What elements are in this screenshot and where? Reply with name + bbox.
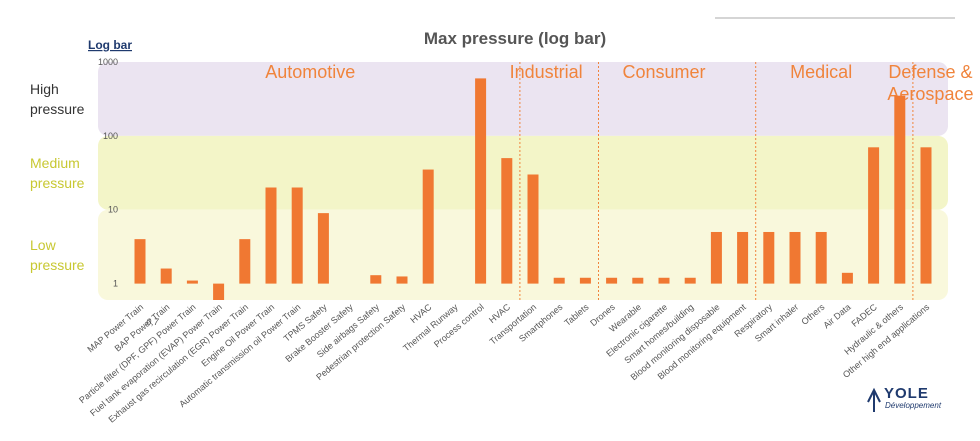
y-tick-2: 100 bbox=[103, 131, 118, 141]
y-tick-0: 1 bbox=[113, 279, 118, 289]
band-label-0-1: pressure bbox=[30, 101, 85, 117]
bar-20 bbox=[658, 277, 670, 284]
bar-19 bbox=[632, 277, 644, 284]
logo-sub: Développement bbox=[885, 401, 942, 410]
bar-7 bbox=[317, 213, 329, 284]
segment-label-0-0: Automotive bbox=[265, 62, 355, 82]
bar-25 bbox=[789, 231, 801, 284]
bar-21 bbox=[684, 277, 696, 284]
yole-logo: YOLE Développement bbox=[867, 385, 942, 412]
bar-9 bbox=[370, 275, 382, 284]
segment-label-4-0: Defense & bbox=[888, 62, 972, 82]
bar-26 bbox=[815, 231, 827, 284]
bar-1 bbox=[160, 268, 172, 284]
band-label-1-1: pressure bbox=[30, 175, 85, 191]
bar-0 bbox=[134, 239, 146, 284]
band-label-1-0: Medium bbox=[30, 155, 80, 171]
bar-4 bbox=[239, 239, 251, 284]
band-2 bbox=[98, 209, 948, 300]
bar-24 bbox=[763, 231, 775, 284]
x-tick-17: Tablets bbox=[562, 302, 591, 328]
bar-2 bbox=[186, 280, 198, 284]
band-label-0-0: High bbox=[30, 81, 59, 97]
segment-label-4-1: Aerospace bbox=[887, 84, 973, 104]
band-1 bbox=[98, 135, 948, 210]
bar-10 bbox=[396, 276, 408, 284]
bar-15 bbox=[527, 174, 539, 284]
bar-6 bbox=[291, 187, 303, 284]
unit-label: Log bar bbox=[88, 38, 132, 52]
bar-14 bbox=[501, 158, 513, 284]
segment-label-3-0: Medical bbox=[790, 62, 852, 82]
logo-name: YOLE bbox=[884, 385, 929, 402]
segment-label-2-0: Consumer bbox=[622, 62, 705, 82]
chart-title: Max pressure (log bar) bbox=[424, 29, 606, 48]
band-label-2-1: pressure bbox=[30, 257, 85, 273]
bar-11 bbox=[422, 169, 434, 284]
bar-3 bbox=[213, 283, 225, 300]
bar-22 bbox=[710, 231, 722, 284]
bar-17 bbox=[579, 277, 591, 284]
bar-29 bbox=[894, 95, 906, 284]
band-0 bbox=[98, 62, 948, 136]
bar-16 bbox=[553, 277, 565, 284]
segment-label-1-0: Industrial bbox=[510, 62, 583, 82]
logo-mark-icon bbox=[867, 387, 881, 412]
annotation-0: 0,7 bbox=[146, 317, 160, 327]
bar-27 bbox=[841, 272, 853, 284]
band-label-2-0: Low bbox=[30, 237, 57, 253]
bar-30 bbox=[920, 147, 932, 284]
y-tick-1: 10 bbox=[108, 205, 118, 215]
bar-18 bbox=[606, 277, 618, 284]
bar-5 bbox=[265, 187, 277, 284]
bar-28 bbox=[868, 147, 880, 284]
bar-23 bbox=[737, 231, 749, 284]
bar-13 bbox=[475, 78, 487, 284]
y-tick-3: 1000 bbox=[98, 57, 118, 67]
x-tick-27: Air Data bbox=[821, 302, 852, 331]
